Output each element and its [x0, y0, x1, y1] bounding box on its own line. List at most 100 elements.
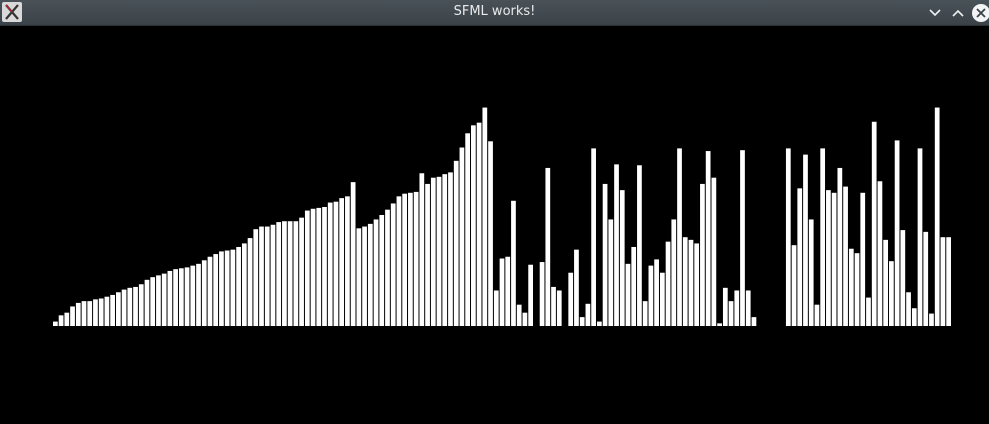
bar-103 [642, 301, 648, 326]
bar-10 [110, 294, 115, 326]
bar-107 [665, 241, 671, 326]
maximize-button[interactable] [948, 3, 968, 23]
bar-79 [505, 256, 511, 326]
bar-77 [493, 290, 499, 326]
bar-85 [539, 262, 545, 326]
bar-70 [453, 160, 459, 326]
bar-116 [717, 323, 722, 326]
bar-66 [430, 177, 436, 326]
bar-82 [522, 312, 528, 326]
bar-62 [408, 192, 413, 326]
bar-31 [230, 249, 236, 326]
bar-146 [889, 261, 894, 326]
bar-18 [156, 275, 161, 326]
bar-15 [138, 284, 144, 326]
bar-54 [362, 226, 367, 326]
bar-111 [688, 239, 694, 326]
bar-29 [219, 251, 224, 326]
bar-40 [282, 221, 287, 326]
bar-96 [602, 183, 608, 326]
bar-48 [327, 202, 333, 326]
bar-141 [860, 192, 866, 326]
bar-117 [722, 287, 728, 326]
bar-105 [654, 259, 659, 326]
bar-80 [511, 200, 516, 326]
bar-109 [677, 148, 682, 326]
bar-151 [917, 148, 923, 326]
bar-50 [339, 198, 345, 326]
bar-129 [791, 245, 797, 326]
bar-65 [425, 183, 430, 326]
bar-136 [831, 192, 837, 326]
bar-143 [871, 121, 877, 326]
bar-61 [402, 193, 408, 326]
bar-20 [167, 270, 173, 326]
bar-60 [396, 196, 402, 326]
bar-102 [637, 165, 642, 326]
bar-155 [940, 237, 946, 326]
bar-12 [121, 289, 127, 326]
bar-35 [253, 229, 259, 326]
bar-75 [482, 107, 488, 326]
bar-90 [568, 272, 574, 326]
bar-23 [184, 267, 190, 326]
bar-46 [316, 207, 322, 326]
bar-99 [619, 190, 625, 326]
chevron-down-icon [929, 9, 941, 17]
bar-147 [894, 140, 900, 326]
bar-57 [379, 215, 385, 326]
bar-104 [648, 265, 654, 326]
bar-149 [906, 292, 911, 326]
bar-19 [161, 273, 167, 326]
bar-98 [614, 164, 619, 326]
bar-9 [104, 296, 110, 326]
bar-52 [350, 182, 356, 326]
bar-121 [745, 290, 751, 326]
bar-142 [866, 297, 871, 326]
bar-130 [797, 188, 803, 326]
bar-0 [53, 321, 58, 326]
bar-133 [814, 304, 820, 326]
bar-3 [70, 306, 75, 326]
bar-4 [75, 302, 81, 326]
bar-25 [196, 263, 201, 326]
bar-86 [545, 167, 551, 326]
bar-87 [551, 286, 556, 326]
bar-131 [803, 154, 808, 326]
window-titlebar[interactable]: SFML works! [0, 0, 989, 26]
bar-38 [270, 224, 276, 326]
bar-43 [299, 217, 304, 326]
app-x-icon[interactable] [2, 2, 22, 22]
bar-67 [436, 176, 442, 326]
bar-47 [322, 207, 327, 326]
bar-122 [751, 317, 757, 326]
bar-51 [345, 196, 350, 326]
bar-115 [711, 177, 717, 326]
bar-156 [946, 237, 951, 326]
bar-69 [448, 172, 453, 326]
bar-chart [53, 107, 951, 327]
bar-108 [671, 219, 677, 326]
bar-1 [58, 315, 64, 326]
minimize-button[interactable] [925, 3, 945, 23]
bar-28 [213, 254, 219, 326]
bar-30 [224, 250, 230, 326]
bar-100 [625, 263, 631, 326]
bar-73 [471, 125, 476, 326]
bar-74 [476, 122, 482, 327]
bar-37 [264, 226, 270, 326]
close-button[interactable] [970, 3, 989, 23]
bar-101 [631, 246, 637, 326]
bar-139 [848, 248, 854, 326]
bar-71 [459, 147, 465, 326]
bar-16 [144, 279, 150, 326]
bar-55 [367, 223, 373, 326]
bar-92 [579, 317, 585, 326]
bar-7 [93, 299, 98, 326]
bar-21 [173, 269, 178, 326]
bar-39 [276, 222, 282, 326]
bar-13 [127, 287, 133, 326]
bar-49 [333, 201, 339, 326]
bar-154 [934, 107, 940, 326]
bar-135 [826, 190, 831, 326]
